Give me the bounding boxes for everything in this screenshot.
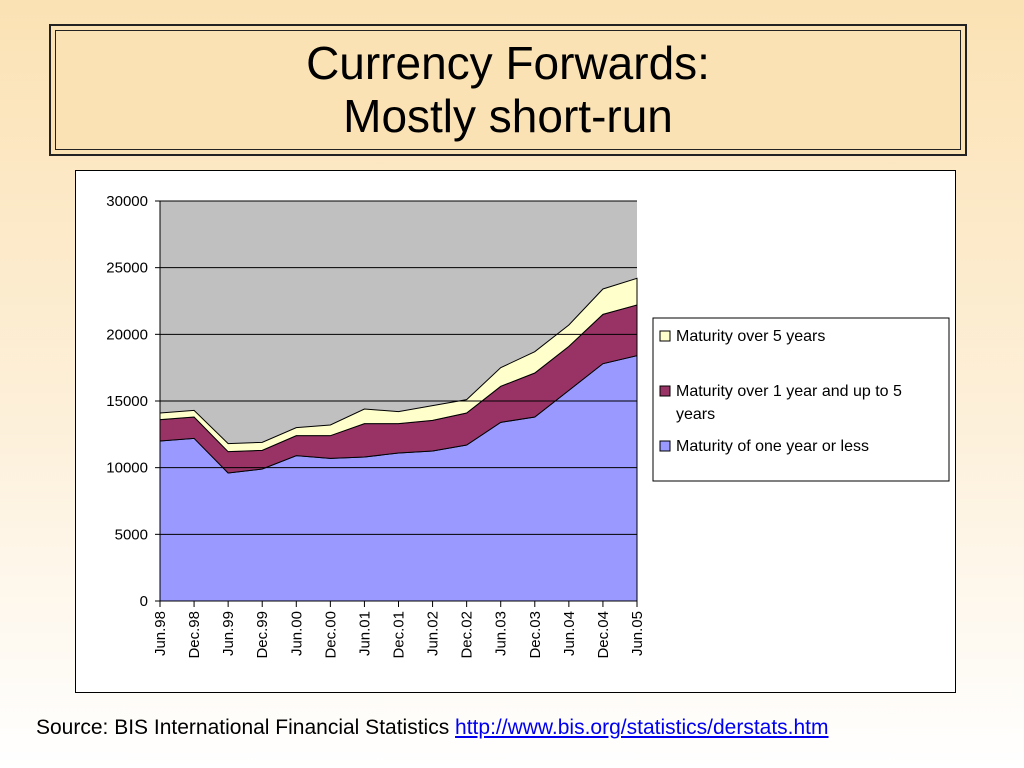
x-tick-label: Dec.98 [186, 611, 203, 659]
y-tick-label: 15000 [106, 393, 148, 410]
y-tick-label: 25000 [106, 260, 148, 277]
legend-swatch [659, 330, 671, 342]
x-tick-label: Dec.00 [322, 611, 339, 659]
x-tick-label: Jun.98 [152, 611, 169, 656]
y-tick-label: 30000 [106, 193, 148, 210]
x-tick-label: Dec.99 [254, 611, 271, 659]
x-tick-label: Jun.00 [288, 611, 305, 656]
chart-frame: 0 5000 10000 15000 20000 25000 30000 Jun.98 Dec.… [75, 170, 956, 693]
legend-label: Maturity of one year or less [676, 438, 869, 455]
title-box-inner: Currency Forwards: Mostly short-run [55, 30, 961, 150]
x-tick-label: Jun.03 [493, 611, 510, 656]
x-tick-label: Dec.01 [391, 611, 408, 659]
source-link[interactable]: http://www.bis.org/statistics/derstats.h… [455, 716, 829, 739]
legend-label: Maturity over 5 years [676, 328, 825, 345]
title-line-2: Mostly short-run [343, 90, 673, 142]
y-tick-label: 10000 [106, 460, 148, 477]
x-tick-label: Dec.03 [527, 611, 544, 659]
source-text: Source: BIS International Financial Stat… [36, 716, 450, 739]
x-tick-label: Jun.05 [629, 611, 646, 656]
legend-swatch [659, 440, 671, 452]
x-tick-label: Jun.04 [561, 611, 578, 656]
legend [652, 317, 950, 482]
area-series-2 [159, 277, 638, 453]
legend-label: Maturity over 1 year and up to 5 years [676, 383, 902, 423]
x-tick-label: Jun.02 [425, 611, 442, 656]
source-line: Source: BIS International Financial Stat… [36, 716, 829, 740]
y-tick-label: 20000 [106, 326, 148, 343]
legend-swatch [659, 385, 671, 397]
stacked-area-chart: 0 5000 10000 15000 20000 25000 30000 Jun.98 Dec.… [106, 193, 950, 659]
title-line-1: Currency Forwards: [306, 37, 710, 89]
y-tick-label: 0 [140, 593, 148, 610]
x-tick-label: Dec.04 [595, 611, 612, 659]
x-tick-label: Dec.02 [459, 611, 476, 659]
x-tick-label: Jun.01 [356, 611, 373, 656]
y-tick-label: 5000 [115, 526, 148, 543]
x-tick-label: Jun.99 [220, 611, 237, 656]
title-box: Currency Forwards: Mostly short-run [49, 24, 967, 156]
